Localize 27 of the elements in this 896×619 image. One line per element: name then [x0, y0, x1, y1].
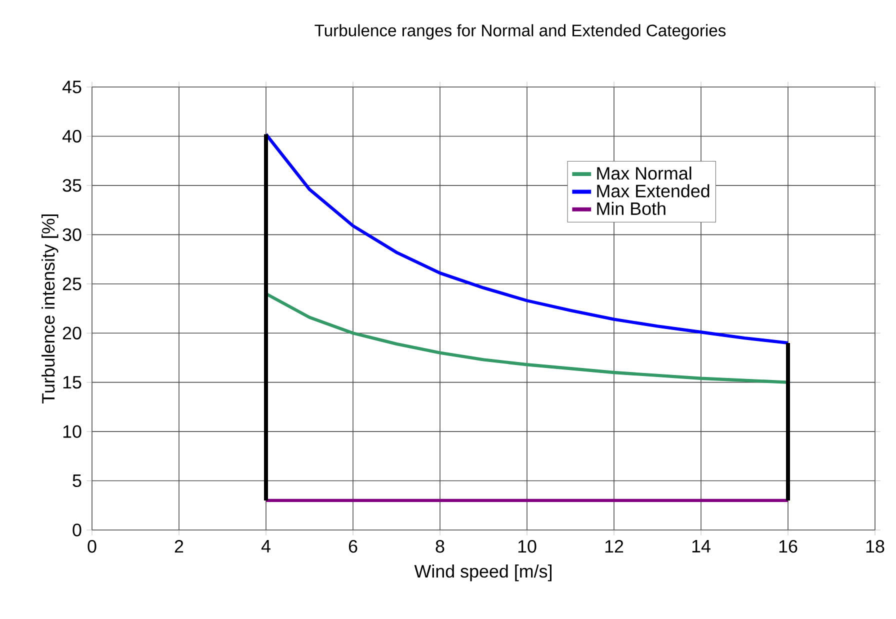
y-axis-title: Turbulence intensity [%]: [42, 214, 58, 404]
y-tick-label: 10: [63, 425, 82, 438]
y-tick-label: 5: [72, 474, 82, 488]
x-axis-title: Wind speed [m/s]: [414, 564, 552, 582]
x-tick-label: 12: [605, 540, 624, 553]
x-tick-label: 4: [261, 540, 270, 552]
x-tick-label: 8: [436, 540, 444, 553]
legend-label: Min Both: [597, 202, 666, 216]
x-tick-label: 18: [866, 540, 884, 553]
x-tick-label: 2: [174, 540, 184, 553]
y-tick-label: 0: [72, 524, 82, 536]
x-tick-label: 10: [518, 540, 536, 553]
y-tick-label: 15: [63, 376, 82, 389]
y-tick-label: 45: [62, 80, 82, 94]
legend-label: Max Extended: [597, 184, 710, 198]
x-tick-label: 14: [692, 540, 710, 552]
chart-title: Turbulence ranges for Normal and Extended Categories: [314, 24, 726, 40]
x-tick-label: 0: [88, 540, 96, 553]
y-tick-label: 20: [62, 326, 82, 340]
y-tick-label: 30: [62, 228, 82, 242]
x-tick-label: 6: [348, 540, 358, 553]
x-tick-label: 16: [779, 540, 798, 553]
legend-label: Max Normal: [597, 166, 692, 180]
line-series: [264, 132, 790, 345]
y-tick-label: 40: [62, 130, 82, 143]
y-tick-label: 25: [62, 278, 82, 290]
y-tick-label: 35: [62, 179, 82, 192]
